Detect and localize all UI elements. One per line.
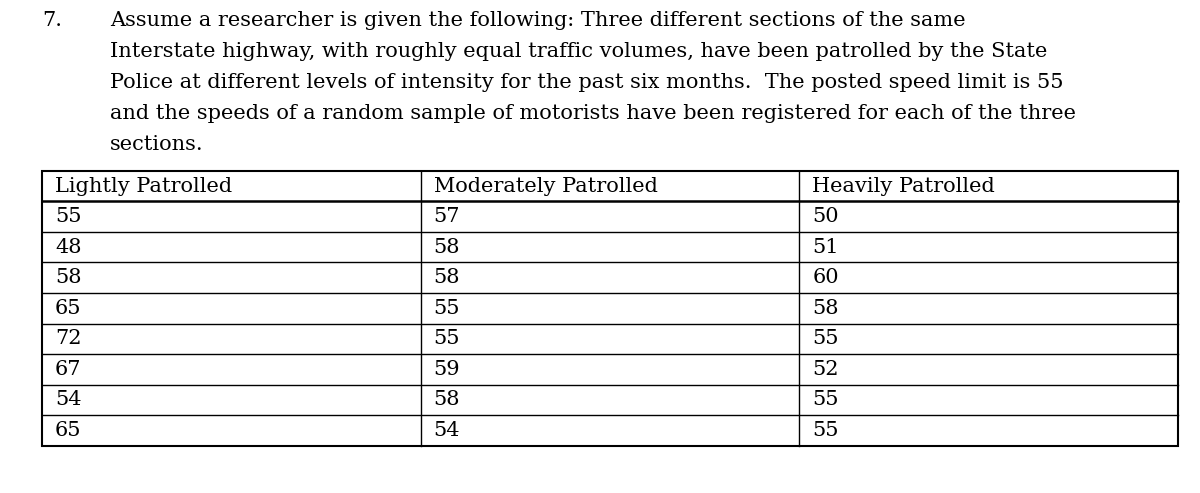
Text: 52: 52	[812, 360, 839, 379]
Text: 57: 57	[433, 207, 460, 226]
Text: Lightly Patrolled: Lightly Patrolled	[55, 177, 232, 196]
Text: 54: 54	[433, 421, 460, 440]
Text: Moderately Patrolled: Moderately Patrolled	[433, 177, 658, 196]
Text: 55: 55	[55, 207, 82, 226]
Text: 72: 72	[55, 329, 82, 348]
Text: Assume a researcher is given the following: Three different sections of the same: Assume a researcher is given the followi…	[110, 11, 966, 30]
Text: 59: 59	[433, 360, 461, 379]
Text: 55: 55	[433, 329, 460, 348]
Text: 58: 58	[812, 299, 839, 318]
Text: and the speeds of a random sample of motorists have been registered for each of : and the speeds of a random sample of mot…	[110, 104, 1076, 123]
Text: 7.: 7.	[42, 11, 62, 30]
Text: 55: 55	[812, 390, 839, 409]
Text: 51: 51	[812, 238, 839, 257]
Text: 50: 50	[812, 207, 839, 226]
Text: 58: 58	[433, 390, 460, 409]
Text: 60: 60	[812, 268, 839, 287]
Text: 65: 65	[55, 421, 82, 440]
Text: 48: 48	[55, 238, 82, 257]
Bar	[42, 171, 1178, 446]
Text: 58: 58	[433, 268, 460, 287]
Text: Police at different levels of intensity for the past six months.  The posted spe: Police at different levels of intensity …	[110, 73, 1063, 92]
Text: 54: 54	[55, 390, 82, 409]
Text: Heavily Patrolled: Heavily Patrolled	[812, 177, 995, 196]
Text: 55: 55	[433, 299, 460, 318]
Text: 65: 65	[55, 299, 82, 318]
Text: Interstate highway, with roughly equal traffic volumes, have been patrolled by t: Interstate highway, with roughly equal t…	[110, 42, 1048, 61]
Text: 67: 67	[55, 360, 82, 379]
Text: 55: 55	[812, 329, 839, 348]
Text: 58: 58	[433, 238, 460, 257]
Text: 55: 55	[812, 421, 839, 440]
Text: 58: 58	[55, 268, 82, 287]
Text: sections.: sections.	[110, 135, 204, 154]
